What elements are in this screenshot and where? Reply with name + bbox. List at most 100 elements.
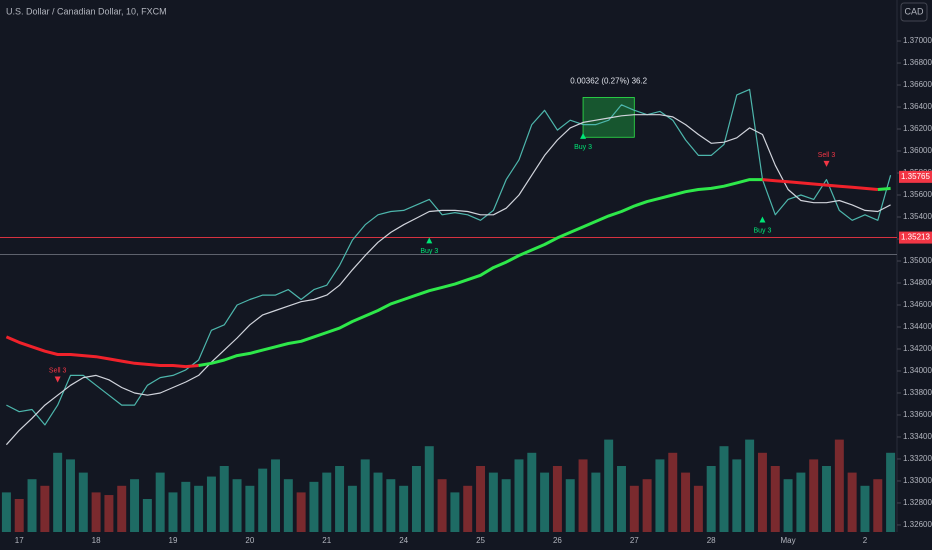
volume-bar [271, 459, 280, 532]
volume-bar [78, 472, 88, 532]
currency[interactable]: CAD [904, 6, 924, 16]
volume-bar [719, 446, 729, 532]
y-tick-label: 1.36200 [903, 124, 932, 133]
volume-bar [27, 479, 37, 532]
volume-bar [501, 479, 511, 532]
volume-bar [591, 472, 601, 532]
currency-box[interactable] [900, 2, 928, 22]
volume-bar [258, 468, 268, 532]
y-tick-label: 1.32800 [903, 498, 932, 507]
volume-bar [693, 485, 703, 532]
volume-bar [552, 466, 562, 532]
y-tick-label: 1.34000 [903, 366, 932, 375]
x-tick-label: 17 [15, 536, 24, 545]
y-tick-label: 1.34400 [903, 322, 932, 331]
volume-bar [142, 499, 152, 532]
volume-bar [578, 459, 588, 532]
measure-label: 0.00362 (0.27%) 36.2 [570, 77, 647, 86]
volume-bar [847, 472, 857, 532]
volume-bar [770, 466, 780, 532]
y-tick-label: 1.35400 [903, 212, 932, 221]
y-tick-label: 1.37000 [903, 36, 932, 45]
volume-bar [757, 452, 767, 532]
volume-bar [91, 492, 101, 532]
price-label-box [899, 231, 932, 244]
volume-bar [540, 472, 550, 532]
y-tick-label: 1.34600 [903, 300, 932, 309]
x-tick-label: 20 [245, 536, 254, 545]
volume-bar [617, 466, 626, 532]
volume-bar [386, 479, 396, 532]
series-line [198, 178, 891, 367]
volume-bar [335, 466, 345, 532]
volume-bar [604, 439, 614, 532]
volume-bar [411, 466, 421, 532]
signal-label: Sell 3 [49, 367, 67, 374]
x-tick-label: 2 [863, 536, 868, 545]
volume-bar [514, 459, 524, 532]
y-tick-label: 1.34800 [903, 278, 932, 287]
volume-bar [527, 452, 537, 532]
volume-bar [53, 452, 63, 532]
volume-bar [347, 485, 357, 532]
volume-bar [860, 485, 870, 532]
volume-bar [565, 479, 575, 532]
y-tick-label: 1.33000 [903, 476, 932, 485]
series-line [5, 178, 878, 369]
signal-label: Sell 3 [818, 152, 836, 159]
volume-bar [488, 472, 498, 532]
price-label-box [899, 170, 932, 183]
y-tick-label: 1.33400 [903, 432, 932, 441]
y-tick-label: 1.34200 [903, 344, 932, 353]
x-tick-label: 18 [92, 536, 101, 545]
volume-bar [181, 481, 191, 532]
signal-marker [54, 376, 61, 383]
volume-bar [834, 439, 844, 532]
volume-bar [681, 472, 691, 532]
signal-marker [823, 160, 830, 167]
volume-bar [732, 459, 742, 532]
series-line [5, 114, 891, 446]
measure-box [582, 97, 635, 138]
volume-bar [822, 466, 832, 532]
signal-label: Buy 3 [574, 144, 592, 151]
volume-bar [65, 459, 75, 532]
series-line [6, 88, 892, 426]
volume-bar [629, 485, 639, 532]
volume-bar [130, 479, 140, 532]
volume-bar [655, 459, 665, 532]
volume-bar [668, 452, 678, 532]
y-tick-label: 1.36000 [903, 146, 932, 155]
volume-bar [194, 485, 204, 532]
volume-bar [437, 479, 447, 532]
y-tick-label: 1.36800 [903, 58, 932, 67]
volume-bar [117, 485, 127, 532]
x-tick-label: 25 [476, 536, 485, 545]
signal-marker [759, 216, 766, 223]
volume-bar [296, 492, 306, 532]
volume-bar [796, 472, 806, 532]
x-tick-label: 21 [322, 536, 331, 545]
volume-bar [14, 499, 24, 532]
volume-bar [886, 452, 896, 532]
volume-bar [283, 479, 293, 532]
signal-marker [426, 237, 433, 244]
volume-bar [706, 466, 716, 532]
volume-bar [104, 495, 114, 532]
volume-bar [450, 492, 460, 532]
signal-marker [580, 132, 587, 139]
y-tick-label: 1.36400 [903, 102, 932, 111]
volume-bar [168, 492, 178, 532]
y-tick-label: 1.33800 [903, 388, 932, 397]
volume-bar [155, 472, 165, 532]
signal-label: Buy 3 [753, 227, 771, 234]
volume-bar [642, 479, 652, 532]
volume-bar [219, 466, 229, 532]
x-tick-label: May [781, 536, 796, 545]
volume-bar [476, 466, 486, 532]
volume [1, 439, 896, 532]
volume-bar [424, 446, 434, 532]
price-label: 1.35213 [901, 233, 930, 242]
chart-title: U.S. Dollar / Canadian Dollar, 10, FXCM [6, 6, 167, 16]
